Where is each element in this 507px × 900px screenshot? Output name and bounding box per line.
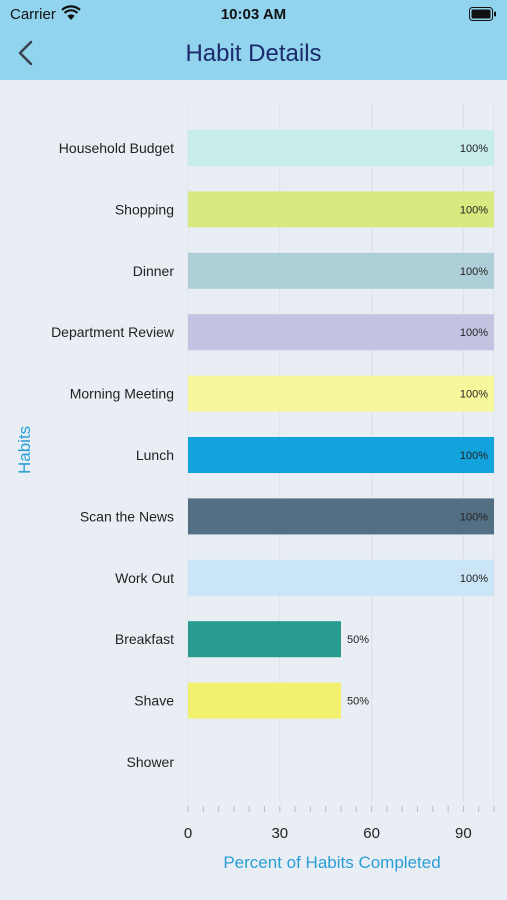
category-label-3: Department Review xyxy=(51,324,175,340)
category-label-4: Morning Meeting xyxy=(70,386,174,402)
value-label-0: 100% xyxy=(460,143,488,155)
page-title: Habit Details xyxy=(185,40,322,67)
value-label-8: 50% xyxy=(347,634,369,646)
bar-6 xyxy=(188,498,494,535)
category-label-10: Shower xyxy=(127,754,175,770)
category-label-8: Breakfast xyxy=(115,631,174,647)
category-label-0: Household Budget xyxy=(59,140,174,156)
x-tick-label-1: 30 xyxy=(271,825,288,842)
value-label-4: 100% xyxy=(460,389,488,401)
value-label-7: 100% xyxy=(460,573,488,585)
category-label-6: Scan the News xyxy=(80,508,174,524)
value-label-6: 100% xyxy=(460,511,488,523)
value-label-1: 100% xyxy=(460,204,488,216)
x-tick-label-0: 0 xyxy=(184,825,192,842)
value-label-2: 100% xyxy=(460,266,488,278)
bar-9 xyxy=(188,682,341,719)
x-axis-title: Percent of Habits Completed xyxy=(223,853,441,872)
navigation-bar: Habit Details xyxy=(0,30,507,80)
bar-5 xyxy=(188,437,494,473)
value-label-3: 100% xyxy=(460,327,488,339)
category-label-7: Work Out xyxy=(115,570,174,586)
x-tick-label-2: 60 xyxy=(363,825,380,842)
bar-3 xyxy=(188,314,494,351)
x-tick-label-3: 90 xyxy=(455,825,472,842)
habit-completion-chart: Household Budget 100% Shopping 100% Dinner 10… xyxy=(0,80,507,900)
bar-2 xyxy=(188,252,494,289)
bar-4 xyxy=(188,375,494,412)
category-label-1: Shopping xyxy=(115,201,174,217)
value-label-5: 100% xyxy=(460,450,488,462)
battery-icon xyxy=(469,7,496,21)
y-axis-title: Habits xyxy=(15,425,34,474)
category-label-9: Shave xyxy=(134,693,174,709)
value-label-9: 50% xyxy=(347,696,369,708)
bar-1 xyxy=(188,191,494,228)
bar-chart-svg: Household Budget 100% Shopping 100% Dinner 10… xyxy=(51,104,495,842)
category-label-5: Lunch xyxy=(136,447,174,463)
chevron-left-icon[interactable] xyxy=(12,38,42,70)
status-bar: Carrier 10:03 AM xyxy=(0,0,507,30)
bar-8 xyxy=(188,621,341,658)
bar-0 xyxy=(188,130,494,166)
category-label-2: Dinner xyxy=(133,263,175,279)
carrier-label: Carrier xyxy=(10,6,56,23)
wifi-icon xyxy=(61,5,81,20)
bar-7 xyxy=(188,559,494,596)
clock: 10:03 AM xyxy=(220,6,287,23)
